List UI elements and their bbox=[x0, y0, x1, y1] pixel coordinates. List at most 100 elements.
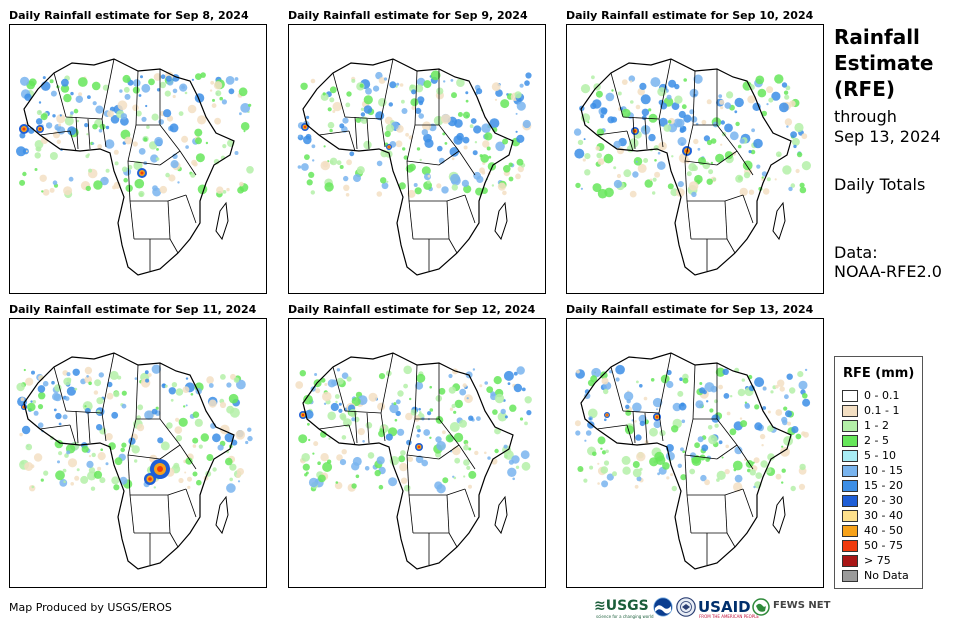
country-border bbox=[179, 444, 197, 470]
rainfall-cell bbox=[786, 373, 793, 380]
rainfall-cell bbox=[192, 411, 200, 418]
legend-item: 10 - 15 bbox=[842, 463, 903, 478]
rainfall-cell bbox=[140, 75, 143, 79]
rainfall-cell bbox=[135, 110, 142, 117]
rainfall-cell bbox=[187, 485, 191, 489]
rainfall-cell bbox=[495, 141, 505, 152]
rainfall-cell bbox=[679, 377, 683, 381]
rainfall-cell bbox=[113, 149, 119, 155]
country-border bbox=[736, 150, 754, 176]
rainfall-cell bbox=[16, 382, 25, 392]
country-border bbox=[101, 58, 115, 120]
rainfall-cell bbox=[304, 154, 310, 161]
rainfall-cell bbox=[156, 148, 159, 151]
rainfall-cell bbox=[146, 125, 150, 129]
rainfall-cell bbox=[209, 89, 213, 92]
rainfall-cell bbox=[739, 187, 748, 197]
rainfall-cell bbox=[145, 378, 150, 383]
rainfall-cell bbox=[415, 425, 421, 430]
rainfall-cell bbox=[451, 92, 457, 99]
rainfall-cell bbox=[802, 398, 811, 407]
africa-coastline bbox=[580, 352, 792, 570]
rainfall-cell bbox=[155, 157, 160, 161]
rainfall-cell bbox=[195, 73, 202, 80]
rainfall-cell bbox=[514, 91, 522, 99]
rainfall-cell bbox=[63, 480, 66, 483]
country-border bbox=[366, 412, 370, 444]
rainfall-cell bbox=[767, 425, 774, 432]
legend-label: No Data bbox=[864, 569, 909, 582]
rainfall-cell bbox=[474, 141, 478, 144]
rainfall-cell bbox=[714, 423, 719, 428]
country-border bbox=[736, 444, 754, 470]
rainfall-cell bbox=[108, 442, 116, 450]
rainfall-cell bbox=[68, 176, 74, 182]
rainfall-cell bbox=[100, 448, 103, 451]
rainfall-cell bbox=[25, 443, 33, 451]
rainfall-cell bbox=[766, 177, 771, 182]
rainfall-cell bbox=[123, 86, 130, 93]
rainfall-cell bbox=[177, 181, 180, 184]
usgs-logo: ≋USGS science for a changing world bbox=[594, 598, 654, 619]
rainfall-cell bbox=[574, 148, 585, 159]
country-border bbox=[658, 118, 664, 148]
legend-item: 5 - 10 bbox=[842, 448, 896, 463]
rainfall-cell bbox=[56, 139, 61, 144]
rainfall-cell bbox=[134, 377, 138, 380]
rainfall-cell bbox=[600, 107, 608, 115]
africa-coastline bbox=[302, 352, 514, 570]
rainfall-cell bbox=[700, 474, 707, 482]
country-border bbox=[684, 454, 718, 460]
legend-swatch bbox=[842, 509, 858, 522]
rainfall-cell bbox=[70, 111, 74, 115]
rainfall-cell bbox=[785, 85, 791, 91]
rainfall-cell bbox=[336, 377, 344, 385]
country-border bbox=[366, 118, 370, 150]
rainfall-cell bbox=[137, 404, 144, 411]
rainfall-cell bbox=[405, 412, 413, 421]
rainfall-cell bbox=[104, 139, 115, 149]
country-border bbox=[129, 200, 135, 240]
rainfall-cell bbox=[43, 470, 49, 476]
rainfall-cell bbox=[657, 161, 666, 170]
rainfall-cell bbox=[600, 114, 605, 119]
rainfall-cell bbox=[442, 430, 446, 435]
rainfall-cell bbox=[699, 387, 706, 394]
country-border bbox=[135, 364, 139, 420]
rainfall-cell bbox=[58, 451, 63, 456]
rainfall-cell bbox=[400, 477, 408, 484]
rainfall-cell bbox=[93, 180, 103, 190]
rainfall-cell bbox=[37, 422, 44, 428]
rainfall-cell bbox=[785, 410, 792, 418]
rainfall-cell bbox=[54, 439, 64, 449]
rainfall-cell bbox=[40, 136, 49, 144]
rainfall-cell bbox=[158, 119, 164, 125]
rainfall-cell bbox=[744, 403, 751, 409]
country-border bbox=[684, 160, 718, 166]
country-border bbox=[692, 364, 696, 420]
rainfall-cell bbox=[329, 86, 337, 94]
rainfall-cell bbox=[301, 453, 310, 462]
rainfall-cell bbox=[88, 168, 93, 173]
rainfall-cell bbox=[436, 183, 442, 189]
country-border bbox=[658, 58, 672, 120]
rainfall-cell bbox=[616, 173, 622, 179]
legend-label: 15 - 20 bbox=[864, 479, 903, 492]
legend-swatch bbox=[842, 389, 858, 402]
rainfall-cell bbox=[617, 91, 622, 96]
country-border bbox=[684, 124, 694, 162]
rainfall-cell bbox=[657, 151, 661, 155]
rainfall-cell bbox=[444, 142, 448, 145]
rainfall-cell bbox=[385, 124, 395, 133]
rainfall-cell bbox=[516, 134, 525, 143]
rainfall-cell bbox=[345, 193, 350, 197]
rainfall-cell bbox=[584, 392, 591, 399]
rainfall-cell bbox=[208, 399, 217, 408]
rainfall-cell bbox=[743, 171, 751, 179]
rainfall-cell bbox=[172, 153, 178, 159]
heavy-rain-peak bbox=[22, 127, 26, 131]
rainfall-cell bbox=[64, 116, 74, 126]
rainfall-cell bbox=[683, 114, 692, 123]
rainfall-cell bbox=[378, 373, 386, 380]
rainfall-cell bbox=[621, 79, 628, 85]
